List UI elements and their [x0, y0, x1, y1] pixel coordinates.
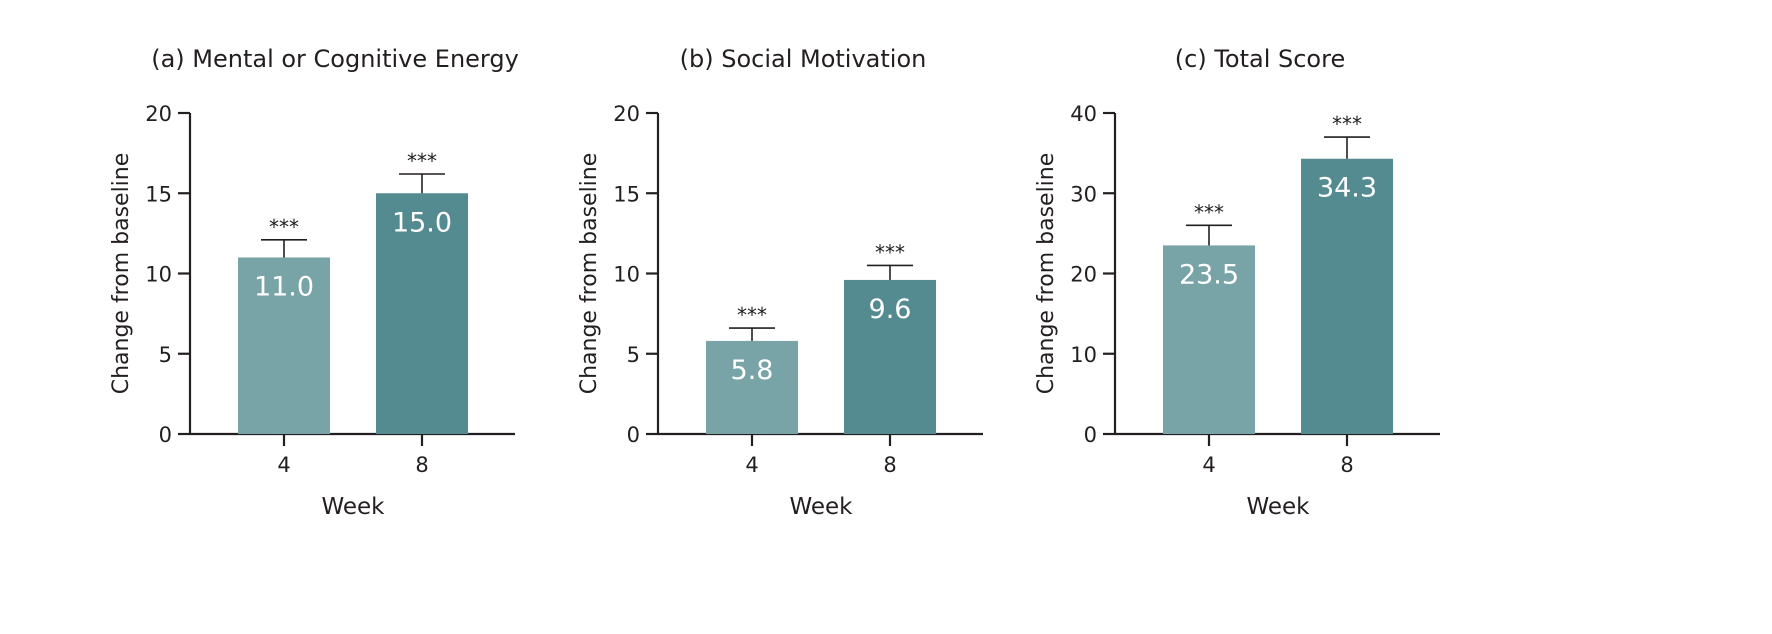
y-tick-label: 10	[613, 263, 640, 287]
y-axis-label: Change from baseline	[109, 153, 134, 395]
x-axis-label: Week	[789, 494, 853, 520]
bar-week-4	[1163, 245, 1255, 434]
bar-week-8	[1301, 158, 1393, 434]
bar-value-label: 11.0	[254, 271, 314, 302]
y-axis-label: Change from baseline	[1034, 153, 1059, 395]
bar-value-label: 15.0	[392, 207, 452, 238]
bar-week-8	[376, 193, 468, 434]
y-axis-label: Change from baseline	[577, 153, 602, 395]
y-tick-label: 15	[145, 182, 172, 206]
x-axis-label: Week	[1246, 494, 1310, 520]
bar-week-4	[706, 340, 798, 434]
significance-label: ***	[737, 303, 767, 327]
y-tick-label: 30	[1070, 182, 1097, 206]
y-tick-label: 5	[627, 343, 640, 367]
x-tick-label: 8	[1340, 453, 1353, 477]
panel-2: (c) Total Score 0 10 20 30 40 Change from base…	[1034, 45, 1440, 520]
y-tick-label: 0	[627, 423, 640, 447]
x-tick-label: 4	[277, 453, 290, 477]
y-tick-label: 15	[613, 182, 640, 206]
significance-label: ***	[407, 149, 437, 173]
panel-title: (c) Total Score	[1175, 45, 1345, 73]
x-tick-label: 4	[745, 453, 758, 477]
bar-value-label: 9.6	[869, 294, 912, 325]
x-axis-label: Week	[321, 494, 385, 520]
x-tick-label: 4	[1202, 453, 1215, 477]
bar-week-8	[844, 279, 936, 434]
y-tick-label: 20	[1070, 263, 1097, 287]
y-tick-label: 40	[1070, 102, 1097, 126]
panel-0: (a) Mental or Cognitive Energy 0 5 10 15 20 Ch…	[109, 45, 519, 520]
significance-label: ***	[875, 240, 905, 264]
bar-week-4	[238, 257, 330, 434]
panel-1: (b) Social Motivation 0 5 10 15 20 Change from…	[577, 45, 983, 520]
y-tick-label: 0	[159, 423, 172, 447]
bar-value-label: 5.8	[731, 355, 774, 386]
significance-label: ***	[269, 215, 299, 239]
y-tick-label: 10	[145, 263, 172, 287]
significance-label: ***	[1194, 200, 1224, 224]
x-tick-label: 8	[883, 453, 896, 477]
y-tick-label: 20	[145, 102, 172, 126]
y-tick-label: 5	[159, 343, 172, 367]
y-tick-label: 0	[1084, 423, 1097, 447]
panel-title: (a) Mental or Cognitive Energy	[151, 45, 519, 73]
bar-value-label: 34.3	[1317, 173, 1377, 204]
y-tick-label: 10	[1070, 343, 1097, 367]
significance-label: ***	[1332, 112, 1362, 136]
panel-title: (b) Social Motivation	[680, 45, 927, 73]
x-tick-label: 8	[415, 453, 428, 477]
y-tick-label: 20	[613, 102, 640, 126]
bar-value-label: 23.5	[1179, 259, 1239, 290]
